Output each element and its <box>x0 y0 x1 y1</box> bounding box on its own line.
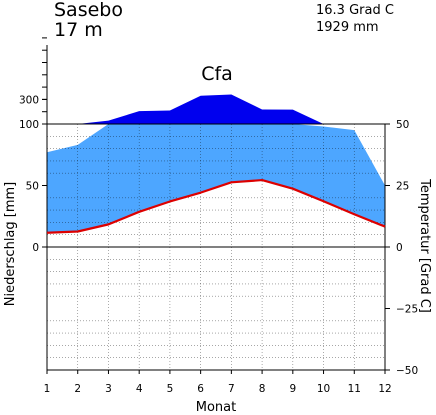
temp-tick-label: 0 <box>396 242 403 254</box>
station-elevation: 17 m <box>54 19 103 41</box>
month-label: 10 <box>317 383 330 395</box>
temp-tick-label: 25 <box>396 181 409 193</box>
perhumid-area <box>47 94 385 124</box>
y-axis-label-precipitation: Niederschlag [mm] <box>3 182 18 307</box>
precip-tick-label: 0 <box>32 242 39 254</box>
month-label: 8 <box>259 383 266 395</box>
month-label: 1 <box>44 383 51 395</box>
precip-tick-label: 100 <box>19 119 39 131</box>
month-label: 7 <box>228 383 235 395</box>
annual-mean-temperature: 16.3 Grad C <box>316 3 394 18</box>
month-label: 4 <box>136 383 143 395</box>
annual-precipitation: 1929 mm <box>316 20 379 35</box>
y-axis-label-temperature: Temperatur [Grad C] <box>417 178 432 313</box>
station-name: Sasebo <box>54 0 123 21</box>
temp-tick-label: 50 <box>396 119 409 131</box>
month-label: 11 <box>348 383 361 395</box>
month-label: 12 <box>378 383 391 395</box>
month-label: 3 <box>105 383 112 395</box>
humid-area <box>47 124 385 233</box>
x-axis-label: Monat <box>196 400 236 415</box>
climate-class-label: Cfa <box>201 63 233 85</box>
month-label: 5 <box>167 383 174 395</box>
precip-tick-label: 50 <box>26 181 39 193</box>
month-label: 6 <box>197 383 204 395</box>
month-label: 9 <box>289 383 296 395</box>
temp-tick-label: −50 <box>396 365 418 377</box>
month-label: 2 <box>74 383 81 395</box>
temp-tick-label: −25 <box>396 304 418 316</box>
temperature-line <box>46 178 386 234</box>
precip-tick-label: 300 <box>19 94 39 106</box>
